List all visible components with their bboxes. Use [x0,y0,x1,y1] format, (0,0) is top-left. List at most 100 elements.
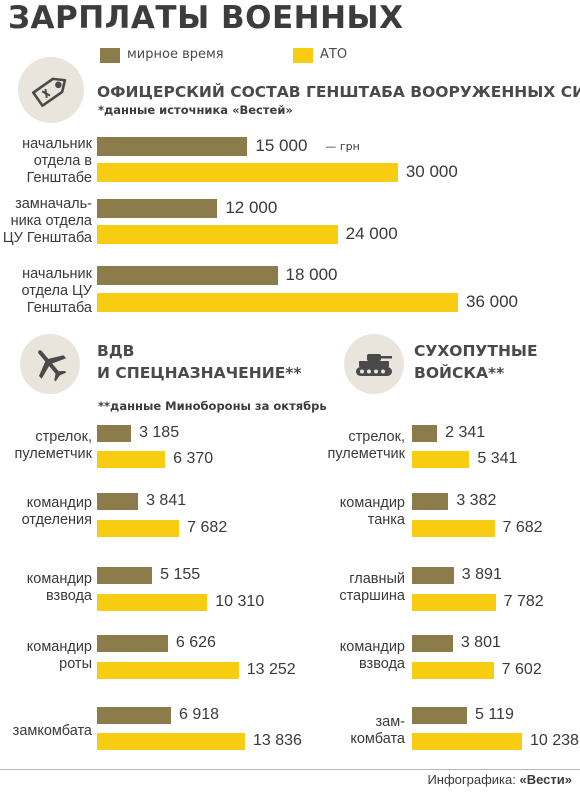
bar-ato [97,225,338,244]
vdv-title-line2: И СПЕЦНАЗНАЧЕНИЕ** [97,364,302,382]
bar-peace [97,266,278,285]
category-label-line: взвода [359,656,405,672]
bar-peace [97,635,168,652]
category-label-line: отделения [21,512,92,528]
category-label: командир танка [340,495,405,529]
value-label-ato: 13 252 [246,661,296,678]
bar-ato [97,163,398,182]
category-label-line: командир [339,639,405,655]
value-label-ato: 24 000 [345,224,398,243]
value-label-peace: 6 626 [175,634,216,651]
legend-label-peace: мирное время [127,47,224,62]
category-label-line: начальник [22,266,92,282]
page-title: ЗАРПЛАТЫ ВОЕННЫХ [8,0,404,36]
category-label: командир взвода [340,639,405,673]
category-label-line: Генштабе [26,170,92,186]
bar-ato [97,451,166,468]
airplane-icon [20,334,80,394]
category-label: начальник отдела в Генштабе [22,136,92,187]
category-label-line: старшина [339,588,405,604]
value-label-ato: 10 310 [215,593,265,610]
legend-swatch-ato [293,48,313,63]
category-label: командир взвода [27,571,92,605]
bar-peace [412,707,467,724]
bar-ato [97,733,245,750]
legend-swatch-peace [100,48,120,63]
bar-peace [97,567,153,584]
legend-label-ato: АТО [320,47,348,62]
value-label-ato: 7 782 [503,593,544,610]
value-label-ato: 6 370 [173,450,214,467]
category-label-line: начальник [22,136,92,152]
bar-ato [97,662,239,679]
value-label-peace: 5 119 [475,706,514,723]
money-tag-icon [18,57,84,123]
bar-ato [97,594,208,611]
value-label-peace: 3 841 [146,492,187,509]
category-label-line: замначаль- [15,196,92,212]
bar-ato [412,662,494,679]
unit-label: — грн [325,140,360,153]
category-label-line: главный [349,571,405,587]
value-label-peace: 15 000 [255,136,308,155]
staff-source-note: *данные источника «Вестей» [98,103,293,117]
category-label: зам-комбата [350,714,405,748]
category-label-line: ЦУ Генштаба [2,230,92,246]
bar-ato [97,293,458,312]
value-label-peace: 18 000 [285,265,338,284]
category-label: главный старшина [339,571,405,605]
bar-ato [412,733,522,750]
category-label-line: ника отдела [10,213,92,229]
category-label: стрелок, пулеметчик [328,429,406,463]
bar-peace [97,425,132,442]
value-label-peace: 6 918 [179,706,220,723]
credit-line: Инфографика: «Вести» [427,772,572,787]
category-label-line: Генштаба [26,300,92,316]
bar-peace [412,425,438,442]
bar-peace [97,137,248,156]
category-label-line: стрелок, [348,429,405,445]
category-label-line: отдела ЦУ [21,283,92,299]
credit-prefix: Инфографика: [427,772,520,787]
value-label-ato: 7 602 [501,661,542,678]
bar-peace [412,493,449,510]
category-label-line: командир [26,495,92,511]
ground-title-line1: СУХОПУТНЫЕ [414,342,538,360]
category-label: замначаль-ника отдела ЦУ Генштаба [3,196,92,247]
category-label-line: пулеметчик [327,446,406,462]
staff-section-title: ОФИЦЕРСКИЙ СОСТАВ ГЕНШТАБА ВООРУЖЕННЫХ С… [97,83,580,101]
category-label-line: командир [26,571,92,587]
category-label-line: замкомбата [12,723,92,739]
bar-ato [412,451,470,468]
bar-peace [412,635,453,652]
bar-peace [97,493,139,510]
category-label-line: роты [59,656,92,672]
value-label-peace: 12 000 [225,198,278,217]
bar-peace [412,567,454,584]
bar-ato [412,520,495,537]
value-label-ato: 5 341 [477,450,518,467]
ground-title-line2: ВОЙСКА** [414,364,505,382]
category-label: замкомбата [13,723,92,740]
bar-peace [97,707,171,724]
value-label-peace: 5 155 [160,566,201,583]
bar-peace [97,199,218,218]
category-label-line: комбата [350,731,405,747]
value-label-ato: 13 836 [253,732,302,749]
vdv-title-line1: ВДВ [97,342,135,360]
category-label-line: командир [26,639,92,655]
bar-ato [412,594,496,611]
value-label-ato: 7 682 [502,519,543,536]
value-label-peace: 2 341 [445,424,486,441]
credit-brand: «Вести» [519,772,573,787]
value-label-ato: 7 682 [187,519,228,536]
value-label-peace: 3 185 [139,424,180,441]
category-label-line: зам- [375,714,405,730]
category-label: командир роты [27,639,92,673]
category-label: начальник отдела ЦУ Генштаба [22,266,92,317]
bar-ato [97,520,180,537]
value-label-peace: 3 382 [456,492,497,509]
category-label: стрелок, пулеметчик [15,429,93,463]
tank-icon [344,334,404,394]
value-label-ato: 30 000 [405,162,458,181]
